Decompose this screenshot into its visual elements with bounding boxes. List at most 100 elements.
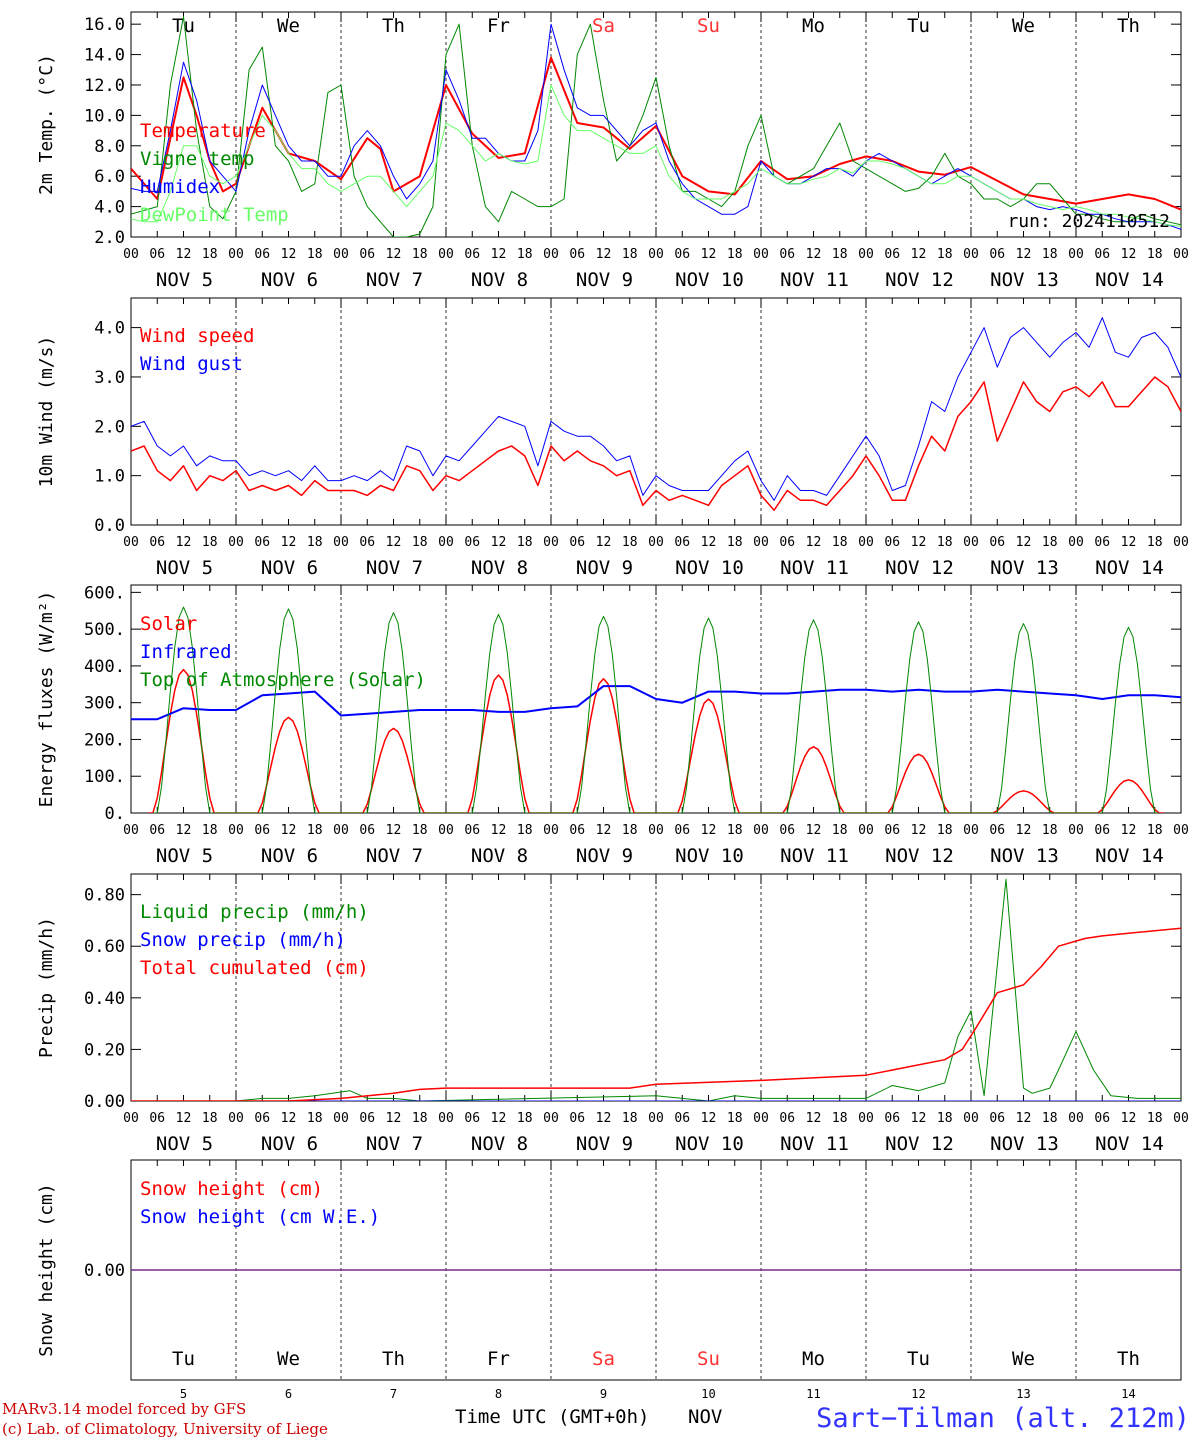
hour-tick-label: 00: [123, 1111, 139, 1126]
weekday-label: Tu: [907, 15, 930, 37]
hour-tick-label: 18: [937, 247, 953, 262]
y-axis-label: 10m Wind (m/s): [36, 336, 57, 488]
hour-tick-label: 18: [412, 535, 428, 550]
series-line-top-of-atmosphere-solar-: [152, 606, 1160, 813]
panel-0: 16.0 14.0 12.0 10.0 8.0 6.0 4.0 2.0 2m Temp. (°C…: [36, 11, 1189, 291]
y-tick-label: 2.0: [94, 417, 125, 437]
hour-tick-label: 00: [858, 1111, 874, 1126]
hour-tick-label: 18: [622, 535, 638, 550]
hour-tick-label: 06: [884, 535, 900, 550]
date-label: NOV 13: [990, 557, 1059, 579]
hour-tick-label: 00: [1068, 1111, 1084, 1126]
date-label: NOV 5: [156, 269, 213, 291]
date-label: NOV 5: [156, 1133, 213, 1155]
hour-tick-label: 06: [254, 535, 270, 550]
hour-tick-label: 06: [254, 1111, 270, 1126]
series-line-infrared: [131, 685, 1181, 721]
hour-tick-label: 06: [884, 1111, 900, 1126]
site-title: Sart−Tilman (alt. 212m): [816, 1403, 1190, 1434]
date-label: NOV 14: [1095, 1133, 1164, 1155]
date-label: NOV 8: [471, 845, 528, 867]
day-number: 5: [180, 1387, 187, 1401]
day-number: 13: [1016, 1387, 1030, 1401]
hour-tick-label: 12: [1016, 1111, 1032, 1126]
weekday-label: Th: [1117, 1348, 1140, 1370]
hour-tick-label: 06: [779, 823, 795, 838]
hour-tick-label: 06: [989, 1111, 1005, 1126]
footer-copyright: (c) Lab. of Climatology, University of L…: [2, 1420, 328, 1438]
day-number: 11: [806, 1387, 820, 1401]
hour-tick-label: 06: [884, 247, 900, 262]
hour-tick-label: 12: [701, 823, 717, 838]
date-label: NOV 11: [780, 1133, 849, 1155]
y-tick-label: 300.: [84, 694, 125, 714]
y-axis-label: Precip (mm/h): [36, 917, 57, 1058]
hour-tick-label: 00: [123, 823, 139, 838]
hour-tick-label: 18: [727, 1111, 743, 1126]
hour-tick-label: 12: [596, 247, 612, 262]
hour-tick-label: 06: [464, 1111, 480, 1126]
legend-wind-speed: Wind speed: [140, 325, 254, 347]
legend-snow-precip-mm-h-: Snow precip (mm/h): [140, 929, 346, 951]
panel-2: 600. 500. 400. 300. 200. 100. 0. Energy fluxes …: [36, 583, 1189, 867]
weekday-label: Fr: [487, 1348, 510, 1370]
hour-tick-label: 18: [1147, 823, 1163, 838]
hour-tick-label: 00: [648, 535, 664, 550]
date-label: NOV 7: [366, 557, 423, 579]
hour-tick-label: 12: [176, 1111, 192, 1126]
hour-tick-label: 06: [1094, 535, 1110, 550]
date-label: NOV 13: [990, 1133, 1059, 1155]
hour-tick-label: 12: [176, 247, 192, 262]
hour-tick-label: 06: [779, 535, 795, 550]
day-number: 9: [600, 1387, 607, 1401]
hour-tick-label: 18: [517, 535, 533, 550]
hour-tick-label: 00: [963, 1111, 979, 1126]
hour-tick-label: 00: [1173, 247, 1189, 262]
hour-tick-label: 00: [543, 535, 559, 550]
date-label: NOV 14: [1095, 845, 1164, 867]
date-label: NOV 12: [885, 845, 954, 867]
y-tick-label: 0.00: [84, 1092, 125, 1112]
hour-tick-label: 00: [543, 823, 559, 838]
hour-tick-label: 18: [517, 1111, 533, 1126]
weekday-label: Sa: [592, 1348, 615, 1370]
hour-tick-label: 06: [989, 823, 1005, 838]
series-line-wind-gust: [131, 317, 1181, 501]
hour-tick-label: 12: [1016, 535, 1032, 550]
hour-tick-label: 18: [622, 247, 638, 262]
hour-tick-label: 06: [569, 247, 585, 262]
y-axis-label: 2m Temp. (°C): [36, 54, 57, 195]
date-label: NOV 6: [261, 269, 318, 291]
hour-tick-label: 00: [963, 535, 979, 550]
series-line-vigne-temp: [131, 16, 1181, 237]
date-label: NOV 11: [780, 557, 849, 579]
hour-tick-label: 06: [884, 823, 900, 838]
hour-tick-label: 06: [149, 823, 165, 838]
hour-tick-label: 18: [727, 823, 743, 838]
hour-tick-label: 00: [438, 247, 454, 262]
hour-tick-label: 00: [333, 1111, 349, 1126]
hour-tick-label: 00: [228, 247, 244, 262]
hour-tick-label: 18: [202, 247, 218, 262]
panel-4: 0.00 Snow height (cm) Tu We Th Fr Sa Su Mo Tu We Th…: [36, 1159, 1182, 1401]
y-tick-label: 6.0: [94, 167, 125, 187]
y-tick-label: 3.0: [94, 368, 125, 388]
hour-tick-label: 12: [1121, 1111, 1137, 1126]
y-tick-label: 4.0: [94, 198, 125, 218]
hour-tick-label: 06: [1094, 823, 1110, 838]
hour-tick-label: 12: [491, 247, 507, 262]
hour-tick-label: 12: [386, 823, 402, 838]
day-number: 8: [495, 1387, 502, 1401]
hour-tick-label: 18: [412, 247, 428, 262]
hour-tick-label: 18: [1147, 1111, 1163, 1126]
date-label: NOV 10: [675, 269, 744, 291]
date-label: NOV 10: [675, 1133, 744, 1155]
date-label: NOV 6: [261, 845, 318, 867]
legend-humidex: Humidex: [140, 176, 220, 198]
hour-tick-label: 00: [753, 1111, 769, 1126]
hour-tick-label: 00: [228, 823, 244, 838]
hour-tick-label: 00: [543, 1111, 559, 1126]
hour-tick-label: 18: [307, 1111, 323, 1126]
series-line-liquid-precip-mm-h-: [131, 878, 1181, 1101]
y-tick-label: 400.: [84, 657, 125, 677]
